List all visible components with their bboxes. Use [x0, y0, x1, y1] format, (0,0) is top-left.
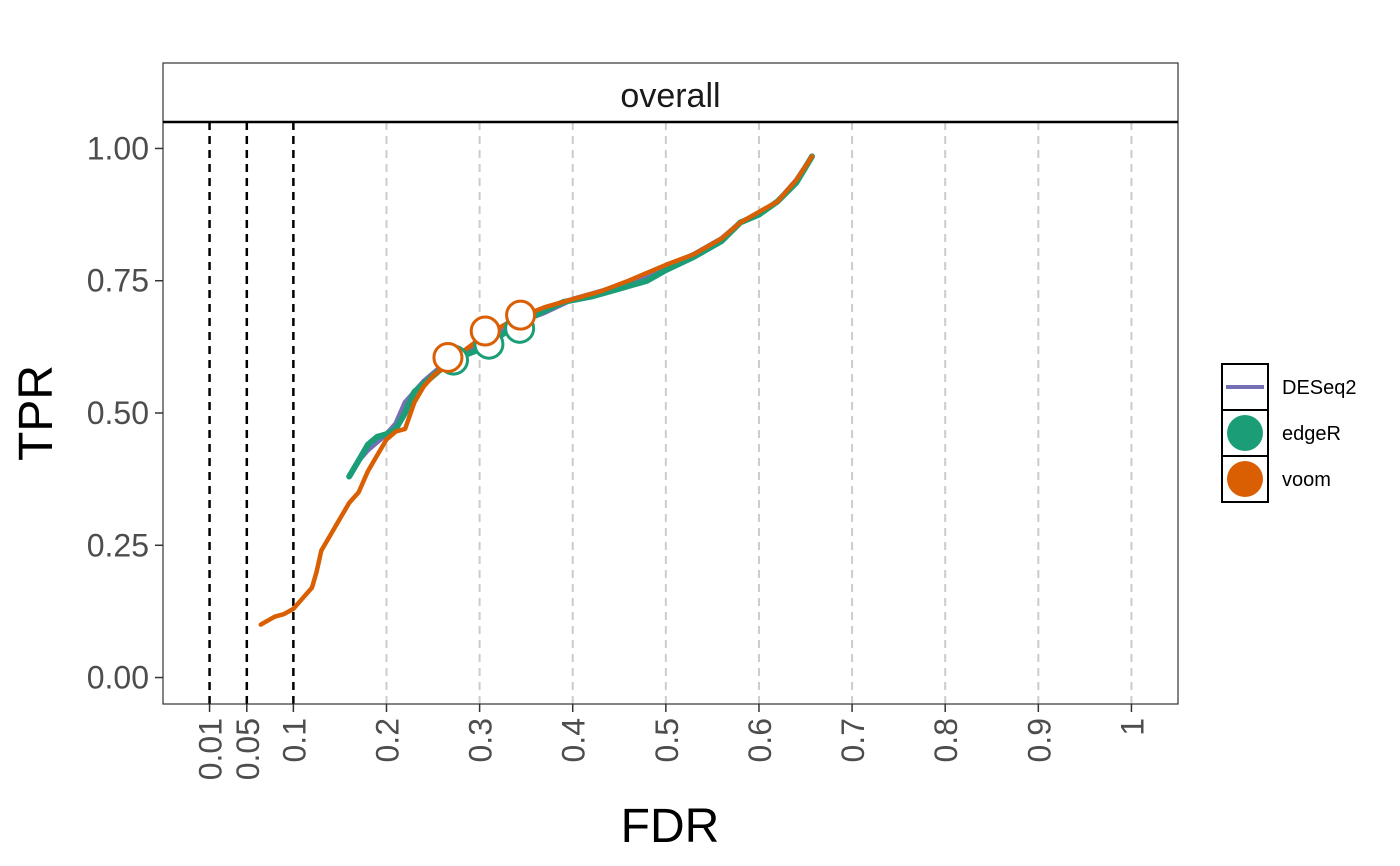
x-tick-label: 0.2 — [369, 718, 405, 762]
y-tick-label: 0.00 — [87, 660, 149, 696]
x-tick-label: 0.1 — [276, 718, 312, 762]
legend-dot-voom — [1227, 461, 1263, 497]
x-tick-label: 0.01 — [193, 718, 229, 780]
x-tick-label: 0.8 — [928, 718, 964, 762]
x-axis-ticks: 0.01 0.05 0.1 0.2 0.3 0.4 0.5 0.6 0.7 0.8 0.9 1 — [193, 704, 1150, 780]
y-tick-label: 0.25 — [87, 527, 149, 563]
series-point-voom-3 — [505, 299, 537, 331]
x-tick-label: 0.4 — [556, 718, 592, 762]
legend-label-voom: voom — [1282, 469, 1331, 491]
y-tick-label: 0.75 — [87, 263, 149, 299]
x-tick-label: 0.5 — [649, 718, 685, 762]
facet-strip: overall — [162, 62, 1179, 124]
x-tick-label: 1 — [1114, 718, 1150, 736]
y-axis-ticks: 0.00 0.25 0.50 0.75 1.00 — [87, 130, 163, 696]
legend-label-deseq2: DESeq2 — [1282, 377, 1357, 399]
x-tick-label: 0.3 — [463, 718, 499, 762]
x-tick-label: 0.6 — [742, 718, 778, 762]
legend-dot-edger — [1227, 415, 1263, 451]
x-tick-label: 0.7 — [835, 718, 871, 762]
facet-title: overall — [620, 77, 720, 115]
y-tick-label: 1.00 — [87, 130, 149, 166]
y-tick-label: 0.50 — [87, 395, 149, 431]
x-tick-label: 0.05 — [230, 718, 266, 780]
y-axis-title: TPR — [10, 365, 63, 461]
series-point-voom-2 — [469, 315, 501, 347]
x-axis-title: FDR — [621, 800, 720, 853]
series-line-voom — [258, 154, 815, 627]
legend-label-edger: edgeR — [1282, 423, 1341, 445]
x-tick-label: 0.9 — [1021, 718, 1057, 762]
series-points — [432, 299, 537, 376]
series-point-voom-1 — [432, 341, 464, 373]
legend: DESeq2 edgeR voom — [1221, 363, 1357, 503]
facet-strip-box — [162, 62, 1179, 123]
